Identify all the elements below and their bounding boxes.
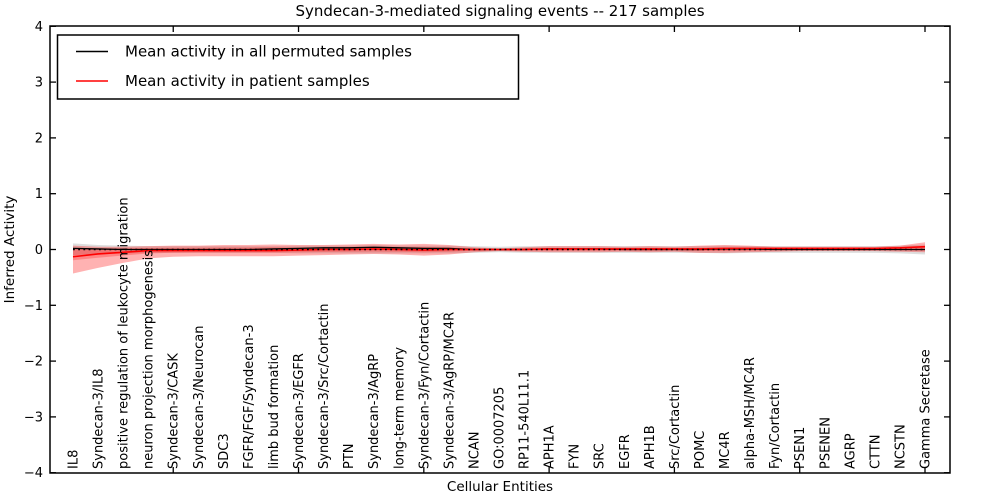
x-tick-label: Gamma Secretase [919,349,934,469]
series-lines-layer [72,245,926,258]
legend: Mean activity in all permuted samples Me… [56,34,520,100]
x-tick-label: EGFR [618,434,633,469]
x-tick-label: PSEN1 [793,427,808,469]
std-bands-layer [73,242,925,274]
y-tick-label: 4 [35,20,43,35]
x-tick-label: Fyn/Cortactin [768,383,783,469]
x-tick-label: Syndecan-3/EGFR [292,353,307,469]
x-tick-label: MC4R [718,431,733,469]
x-tick-label: SRC [593,443,608,469]
x-tick-label: neuron projection morphogenesis [142,250,157,469]
x-tick-label: IL8 [67,450,82,469]
x-tick-label: Syndecan-3/Fyn/Cortactin [417,302,432,469]
x-tick-labels: IL8 Syndecan-3/IL8 positive regulation of … [67,197,934,469]
x-tick-label: long-term memory [392,347,407,469]
x-tick-label: FGFR/FGF/Syndecan-3 [242,324,257,469]
y-tick-labels: 4 3 2 1 0 −1 −2 −3 −4 [24,20,43,481]
x-tick-label: AGRP [843,433,858,469]
x-tick-label: PTN [342,443,357,469]
x-tick-label: CTTN [868,435,883,469]
x-tick-label: APH1B [643,425,658,469]
legend-label-permuted: Mean activity in all permuted samples [125,43,412,61]
x-tick-label: FYN [568,444,583,469]
x-tick-label: NCSTN [893,424,908,469]
y-tick-label: −2 [24,355,43,370]
axis-ticks-layer [50,25,950,474]
x-tick-label: Src/Cortactin [668,385,683,469]
x-tick-label: Syndecan-3/CASK [167,353,182,469]
legend-label-patient: Mean activity in patient samples [125,72,370,90]
x-axis-title: Cellular Entities [447,479,553,495]
x-tick-label: APH1A [543,425,558,469]
x-tick-label: Syndecan-3/AgRP [367,354,382,469]
x-tick-label: POMC [693,431,708,469]
y-tick-label: −3 [24,410,43,425]
y-tick-label: −1 [24,299,43,314]
y-tick-label: 3 [35,76,43,91]
patient-mean-line [72,245,926,258]
x-tick-label: PSENEN [818,417,833,469]
y-tick-label: 2 [35,131,43,146]
x-tick-label: NCAN [467,432,482,469]
y-tick-label: −4 [24,466,43,481]
y-tick-label: 0 [35,243,43,258]
x-tick-label: limb bud formation [267,345,282,469]
x-tick-label: Syndecan-3/Src/Cortactin [317,303,332,469]
chart-title: Syndecan-3-mediated signaling events -- … [295,2,704,20]
x-tick-label: SDC3 [217,433,232,469]
x-tick-label: alpha-MSH/MC4R [743,357,758,469]
x-tick-label: GO:0007205 [493,387,508,469]
x-tick-label: positive regulation of leukocyte migrati… [117,197,132,469]
y-tick-label: 1 [35,187,43,202]
x-tick-label: Syndecan-3/AgRP/MC4R [442,312,457,469]
x-tick-label: Syndecan-3/IL8 [92,369,107,469]
x-tick-label: Syndecan-3/Neurocan [192,326,207,469]
y-axis-title: Inferred Activity [2,196,18,304]
legend-box [56,34,520,100]
x-tick-label: RP11-540L11.1 [518,370,533,469]
